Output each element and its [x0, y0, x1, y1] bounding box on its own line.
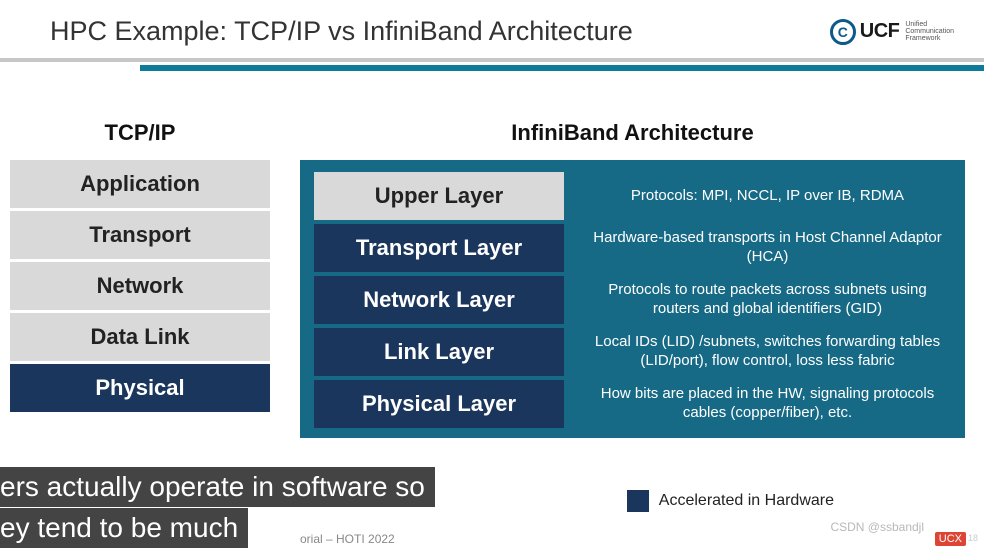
tcpip-layer: Application	[10, 160, 270, 208]
infiniband-layer-desc: Protocols to route packets across subnet…	[564, 281, 951, 319]
caption-line-2: ey tend to be much	[0, 508, 248, 548]
tcpip-layer: Transport	[10, 211, 270, 259]
tcpip-stack: ApplicationTransportNetworkData LinkPhys…	[10, 160, 270, 412]
ucf-logo-text: UCF	[860, 20, 900, 42]
infiniband-layer: Physical Layer	[314, 380, 564, 428]
ucf-logo-text-block: UCF	[860, 20, 900, 43]
legend: Accelerated in Hardware	[627, 490, 834, 512]
slide-title: HPC Example: TCP/IP vs InfiniBand Archit…	[50, 16, 633, 47]
infiniband-title: InfiniBand Architecture	[300, 120, 965, 146]
ucf-logo-sub: Unified Communication Framework	[905, 21, 954, 42]
slide-header: HPC Example: TCP/IP vs InfiniBand Archit…	[50, 16, 954, 47]
tcpip-title: TCP/IP	[10, 120, 270, 146]
infiniband-layer-desc: Hardware-based transports in Host Channe…	[564, 229, 951, 267]
ucx-badge: UCX	[935, 532, 966, 546]
infiniband-row: Physical LayerHow bits are placed in the…	[314, 380, 951, 428]
caption-line-1: ers actually operate in software so	[0, 467, 435, 507]
ucf-logo-mark: C	[830, 19, 856, 45]
legend-label: Accelerated in Hardware	[659, 492, 834, 510]
divider-gray	[0, 58, 984, 62]
divider-teal	[140, 65, 984, 71]
infiniband-layer: Transport Layer	[314, 224, 564, 272]
infiniband-stack: Upper LayerProtocols: MPI, NCCL, IP over…	[314, 172, 951, 428]
tcpip-layer: Data Link	[10, 313, 270, 361]
infiniband-row: Link LayerLocal IDs (LID) /subnets, swit…	[314, 328, 951, 376]
infiniband-row: Upper LayerProtocols: MPI, NCCL, IP over…	[314, 172, 951, 220]
tcpip-layer: Physical	[10, 364, 270, 412]
infiniband-layer: Link Layer	[314, 328, 564, 376]
infiniband-box: Upper LayerProtocols: MPI, NCCL, IP over…	[300, 160, 965, 438]
infiniband-row: Transport LayerHardware-based transports…	[314, 224, 951, 272]
infiniband-row: Network LayerProtocols to route packets …	[314, 276, 951, 324]
slide: HPC Example: TCP/IP vs InfiniBand Archit…	[0, 0, 984, 549]
watermark: CSDN @ssbandjl	[830, 520, 924, 534]
ucf-logo: C UCF Unified Communication Framework	[830, 19, 954, 45]
infiniband-layer-desc: How bits are placed in the HW, signaling…	[564, 385, 951, 423]
infiniband-layer-desc: Protocols: MPI, NCCL, IP over IB, RDMA	[564, 187, 951, 206]
tcpip-layer: Network	[10, 262, 270, 310]
infiniband-column: InfiniBand Architecture Upper LayerProto…	[300, 120, 965, 438]
footer-fragment: orial – HOTI 2022	[300, 532, 395, 546]
tcpip-column: TCP/IP ApplicationTransportNetworkData L…	[10, 120, 270, 415]
page-number: 18	[968, 533, 978, 543]
legend-swatch	[627, 490, 649, 512]
infiniband-layer: Network Layer	[314, 276, 564, 324]
infiniband-layer-desc: Local IDs (LID) /subnets, switches forwa…	[564, 333, 951, 371]
infiniband-layer: Upper Layer	[314, 172, 564, 220]
